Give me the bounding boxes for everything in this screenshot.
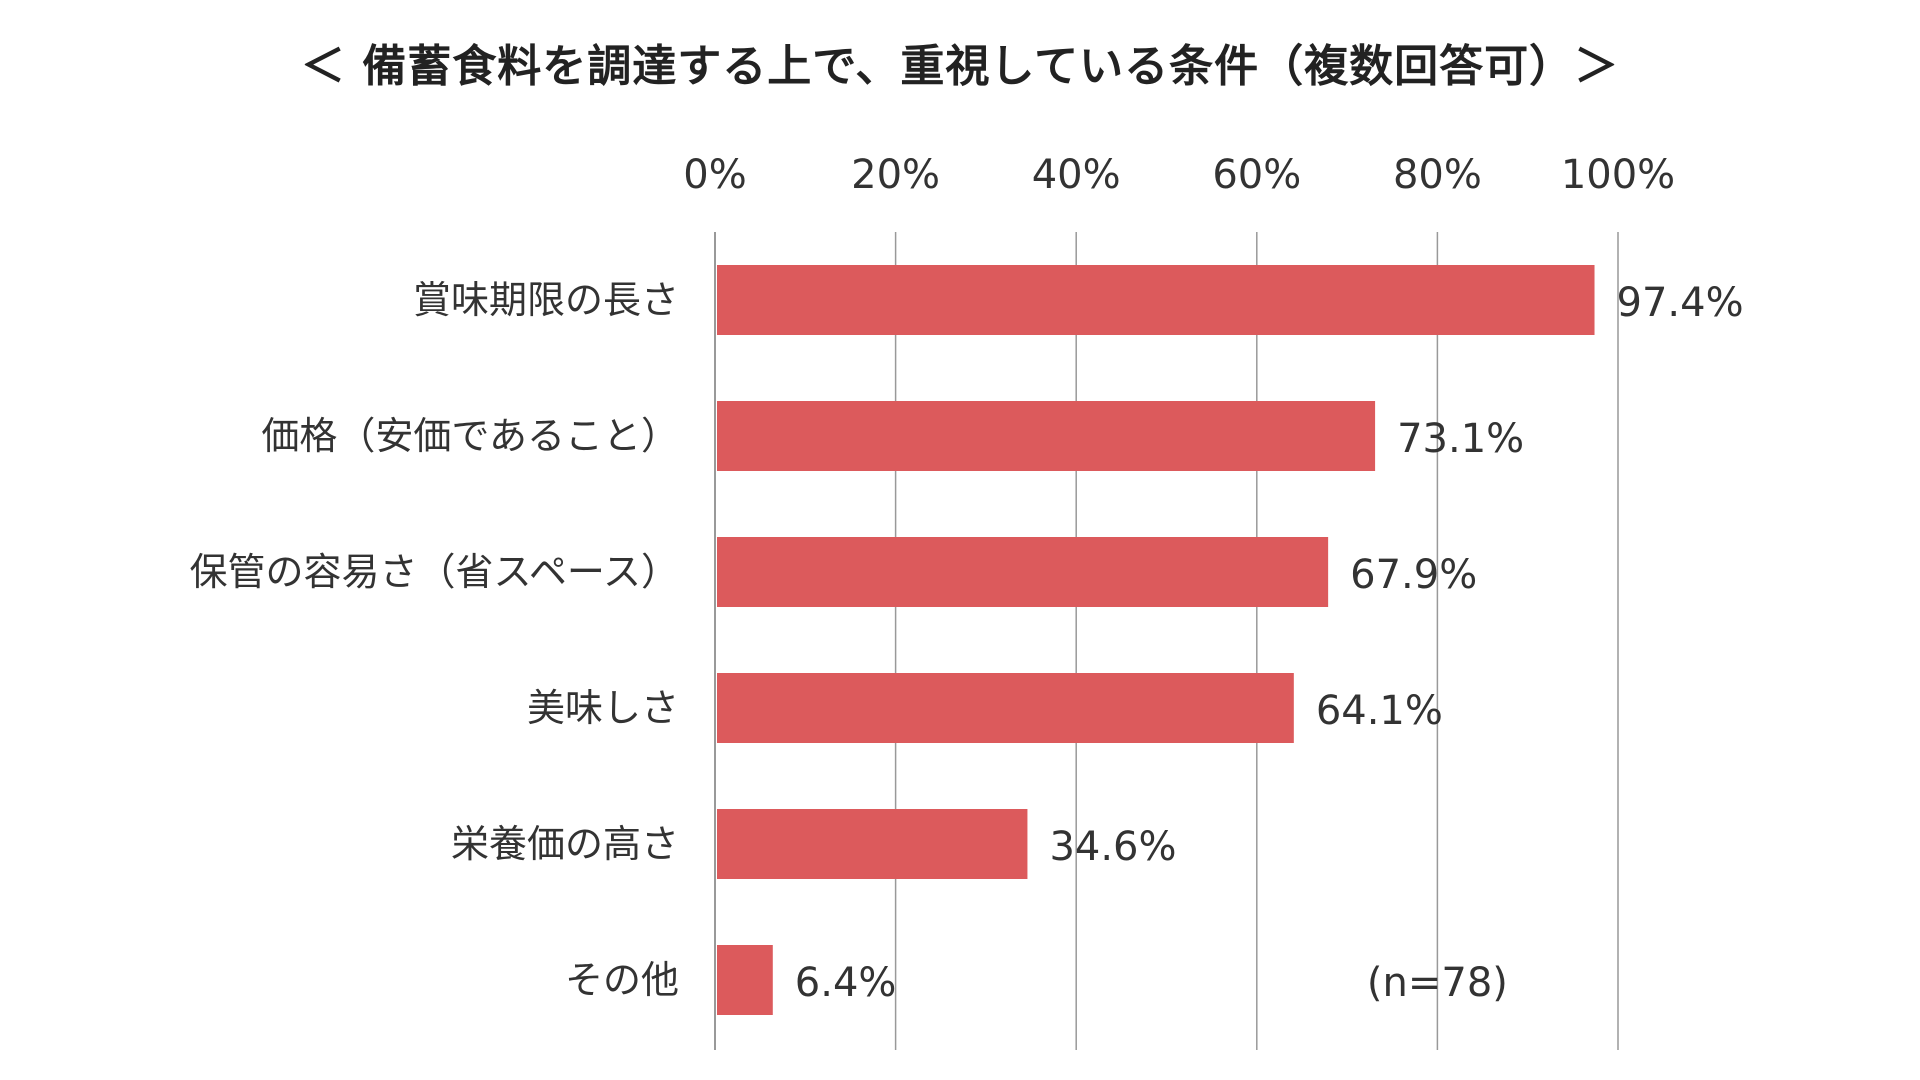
category-label: その他 [565,958,679,1002]
bar [717,265,1595,335]
category-label: 保管の容易さ（省スペース） [190,550,679,594]
data-label: 34.6% [1049,824,1176,870]
bar [717,809,1028,879]
bar [717,401,1376,471]
data-label: 73.1% [1397,416,1524,462]
category-label: 栄養価の高さ [451,822,679,866]
x-tick-label: 60% [1212,152,1301,198]
x-tick-label: 40% [1032,152,1121,198]
bar-layer [717,265,1595,1015]
bar [717,673,1294,743]
x-tick-label: 80% [1393,152,1482,198]
chart-title: ＜ 備蓄食料を調達する上で、重視している条件（複数回答可）＞ [300,41,1620,92]
bar [717,945,773,1015]
data-label: 67.9% [1350,552,1477,598]
x-tick-label: 0% [683,152,746,198]
data-label: 64.1% [1316,688,1443,734]
data-label: 6.4% [795,960,897,1006]
bar [717,537,1329,607]
sample-size-note: (n=78) [1367,960,1508,1006]
category-label: 価格（安価であること） [261,414,679,458]
data-label: 97.4% [1617,280,1744,326]
x-tick-label: 20% [851,152,940,198]
x-tick-label: 100% [1561,152,1675,198]
category-label: 美味しさ [527,686,679,730]
category-label: 賞味期限の長さ [413,278,679,322]
grid-layer [714,232,1619,1050]
label-layer: 0% 20% 40% 60% 80% 100% 賞味期限の長さ 97.4% 価格（安価であること… [190,152,1744,1006]
